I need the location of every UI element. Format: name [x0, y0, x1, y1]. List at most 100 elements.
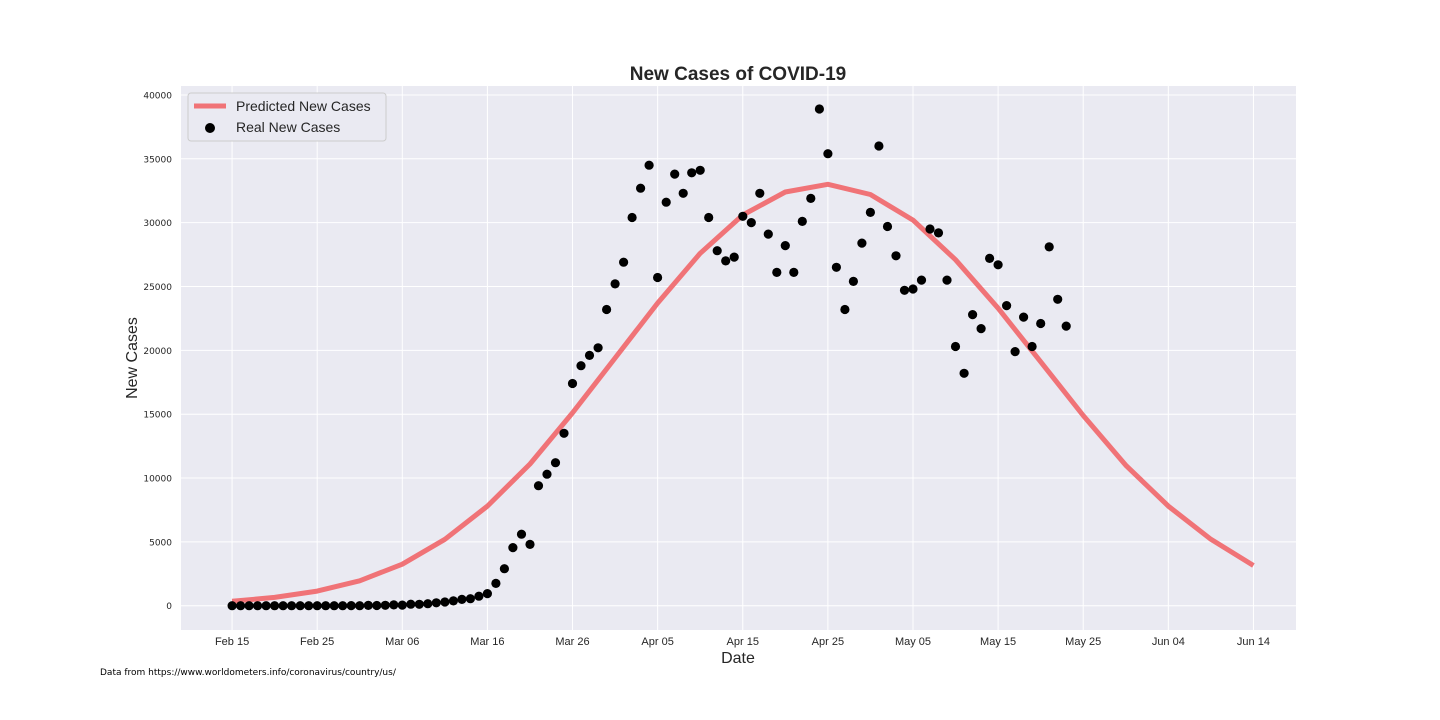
real-cases-point: [848, 276, 859, 286]
real-cases-point: [499, 564, 509, 574]
real-cases-point: [1027, 341, 1037, 352]
x-tick-label: Jun 14: [1237, 636, 1270, 648]
chart-title: New Cases of COVID-19: [630, 64, 846, 85]
legend-label-predicted: Predicted New Cases: [236, 98, 371, 114]
real-cases-point: [729, 252, 739, 262]
x-tick-label: Mar 26: [555, 636, 589, 648]
x-tick-label: May 05: [895, 636, 931, 648]
x-tick-label: Mar 16: [470, 636, 504, 648]
real-cases-point: [1061, 321, 1071, 331]
real-cases-point: [559, 428, 569, 438]
real-cases-point: [610, 279, 620, 289]
real-cases-point: [993, 260, 1003, 270]
real-cases-point: [763, 229, 773, 239]
x-tick-label: May 25: [1065, 636, 1101, 648]
real-cases-point: [431, 598, 441, 608]
real-cases-point: [627, 212, 637, 223]
real-cases-point: [236, 601, 246, 611]
legend-point-swatch: [205, 123, 215, 133]
y-tick-label: 40000: [143, 91, 172, 101]
real-cases-point: [1019, 312, 1029, 322]
real-cases-point: [840, 304, 850, 315]
real-cases-point: [440, 597, 450, 607]
x-tick-label: Jun 04: [1152, 636, 1185, 648]
real-cases-point: [253, 601, 263, 611]
y-tick-label: 35000: [143, 155, 172, 165]
real-cases-point: [525, 539, 535, 550]
real-cases-point: [602, 304, 612, 315]
real-cases-point: [653, 272, 663, 283]
real-cases-point: [491, 578, 501, 589]
real-cases-point: [882, 221, 893, 232]
y-tick-label: 5000: [149, 538, 172, 548]
real-cases-point: [287, 601, 297, 611]
real-cases-point: [270, 601, 280, 611]
x-tick-label: Feb 25: [300, 636, 334, 648]
real-cases-point: [789, 267, 799, 277]
real-cases-point: [227, 601, 237, 611]
grid: [181, 86, 1296, 630]
real-cases-point: [329, 601, 339, 611]
x-tick-label: Apr 25: [812, 636, 844, 648]
real-cases-point: [687, 168, 697, 178]
y-tick-label: 10000: [143, 475, 172, 485]
real-cases-point: [636, 183, 646, 193]
real-cases-point: [899, 285, 910, 295]
real-cases-point: [976, 324, 986, 334]
y-axis-label: New Cases: [124, 317, 141, 399]
real-cases-point: [542, 469, 552, 479]
real-cases-point: [363, 600, 373, 611]
real-cases-point: [533, 481, 544, 491]
real-cases-point: [831, 262, 842, 272]
real-cases-point: [346, 601, 356, 611]
real-cases-point: [857, 238, 867, 248]
real-cases-point: [321, 601, 331, 611]
real-cases-point: [661, 197, 671, 207]
x-tick-label: Apr 15: [727, 636, 759, 648]
real-cases-point: [338, 601, 348, 611]
real-cases-point: [959, 368, 969, 378]
real-cases-point: [916, 275, 927, 285]
y-tick-label: 0: [166, 602, 172, 612]
real-cases-point: [814, 104, 825, 114]
y-axis-ticks: 0 5000 10000 15000 20000 25000 30000 35000 40000: [143, 91, 172, 612]
real-cases-point: [925, 224, 935, 234]
y-tick-label: 20000: [143, 347, 172, 357]
real-cases-point: [278, 601, 288, 611]
real-cases-point: [780, 241, 790, 251]
real-cases-point: [1010, 347, 1020, 357]
legend-label-real: Real New Cases: [236, 119, 340, 135]
real-cases-point: [482, 589, 492, 599]
real-cases-point: [968, 310, 978, 320]
real-cases-point: [295, 601, 305, 611]
y-tick-label: 25000: [143, 283, 172, 293]
legend-frame: [187, 92, 387, 142]
x-tick-label: Apr 05: [641, 636, 673, 648]
y-tick-label: 30000: [143, 219, 172, 229]
real-cases-point: [933, 228, 944, 238]
real-cases-point: [457, 594, 467, 605]
real-cases-point: [380, 600, 390, 610]
x-tick-label: Mar 06: [385, 636, 419, 648]
x-axis-ticks: Feb 15 Feb 25 Mar 06 Mar 16 Mar 26 Apr 05 Apr …: [215, 636, 1270, 648]
real-cases-point: [397, 600, 407, 610]
x-axis-label: Date: [721, 650, 755, 667]
x-tick-label: Feb 15: [215, 636, 249, 648]
real-cases-point: [823, 149, 833, 159]
y-tick-label: 15000: [143, 411, 172, 421]
real-cases-point: [704, 212, 714, 223]
real-cases-point: [908, 284, 918, 294]
real-cases-point: [891, 251, 901, 261]
real-cases-point: [670, 169, 680, 179]
real-cases-point: [423, 599, 433, 609]
real-cases-point: [806, 193, 816, 203]
real-cases-point: [772, 267, 782, 277]
real-cases-point: [465, 594, 475, 604]
real-cases-point: [389, 600, 399, 610]
real-cases-point: [712, 246, 722, 256]
real-cases-point: [414, 599, 424, 609]
real-cases-point: [950, 341, 961, 352]
real-series: [227, 104, 1071, 611]
real-cases-point: [985, 253, 995, 263]
